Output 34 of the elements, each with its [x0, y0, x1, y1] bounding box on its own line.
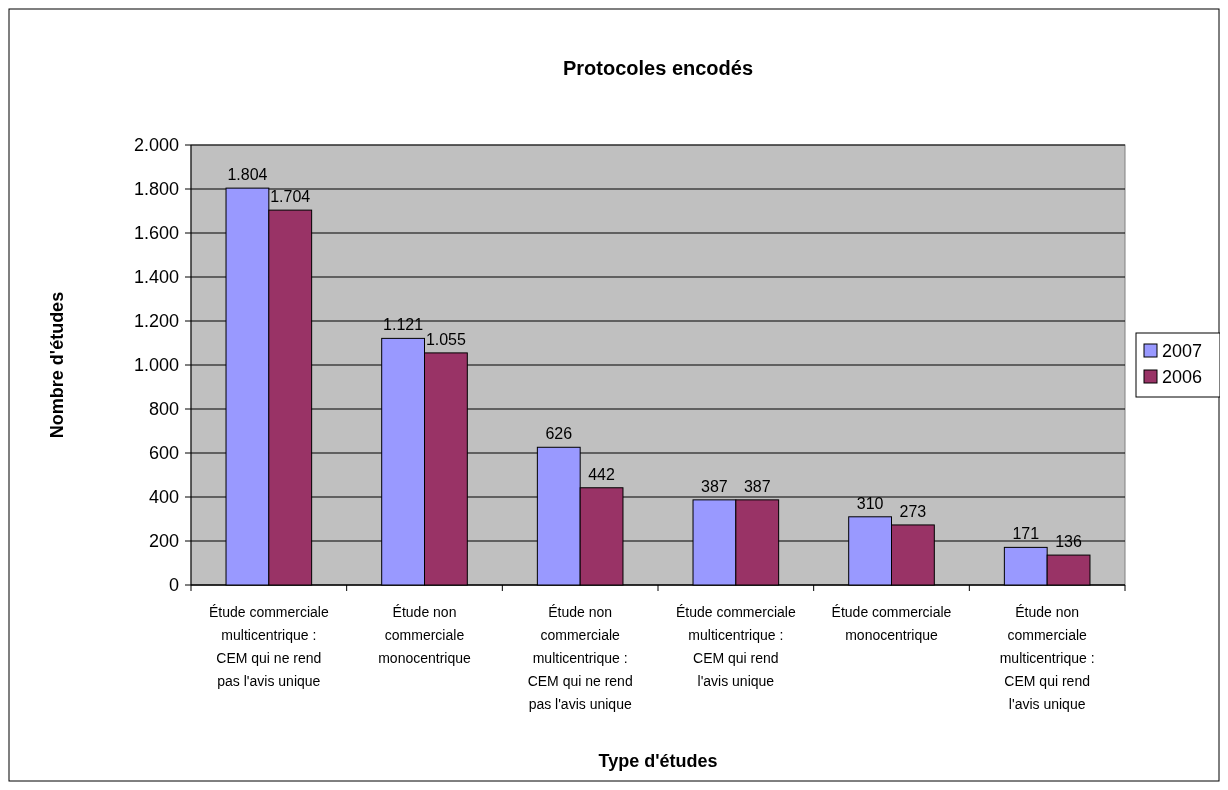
x-tick-label: Étude non commerciale multicentrique : CEM qui ne rend pas l'avis unique: [527, 604, 633, 712]
data-label: 136: [1055, 533, 1083, 551]
legend-label: 2007: [1162, 341, 1203, 362]
data-label: 310: [856, 494, 884, 512]
data-label: 1.055: [425, 330, 467, 348]
x-tick-label: Étude commerciale monocentrique: [831, 604, 952, 643]
y-tick-label: 400: [148, 487, 179, 508]
y-tick-label: 800: [148, 399, 179, 420]
y-tick-label: 1.600: [133, 223, 179, 244]
data-label: 1.804: [227, 166, 268, 184]
y-axis-title: Nombre d'études: [47, 291, 67, 439]
y-tick-label: 200: [148, 531, 179, 552]
data-label: 1.121: [383, 316, 424, 334]
x-tick-label: Étude non commerciale multicentrique : CEM qui rend l'avis unique: [999, 604, 1095, 712]
y-tick-label: 1.800: [133, 179, 179, 200]
y-tick-label: 1.000: [133, 355, 179, 376]
data-label: 1.704: [270, 188, 311, 206]
data-label: 387: [701, 477, 728, 495]
x-tick-label: Étude commerciale multicentrique : CEM qui ne rend pas l'avis unique: [208, 604, 329, 689]
x-tick-label: Étude non commerciale monocentrique: [378, 604, 472, 666]
x-tick-label: Étude commerciale multicentrique : CEM qui rend l'avis unique: [675, 604, 796, 689]
x-axis-title: Type d'études: [598, 751, 718, 771]
y-tick-label: 0: [168, 575, 179, 596]
y-tick-label: 1.200: [133, 311, 179, 332]
y-tick-label: 1.400: [133, 267, 179, 288]
data-label: 442: [588, 465, 616, 483]
y-tick-label: 600: [148, 443, 179, 464]
data-label: 626: [545, 425, 573, 443]
legend-label: 2006: [1162, 367, 1203, 388]
data-label: 273: [899, 502, 927, 520]
y-tick-label: 2.000: [133, 135, 179, 156]
data-label: 171: [1012, 525, 1040, 543]
data-label: 387: [743, 477, 771, 495]
chart-title: Protocoles encodés: [562, 57, 754, 79]
